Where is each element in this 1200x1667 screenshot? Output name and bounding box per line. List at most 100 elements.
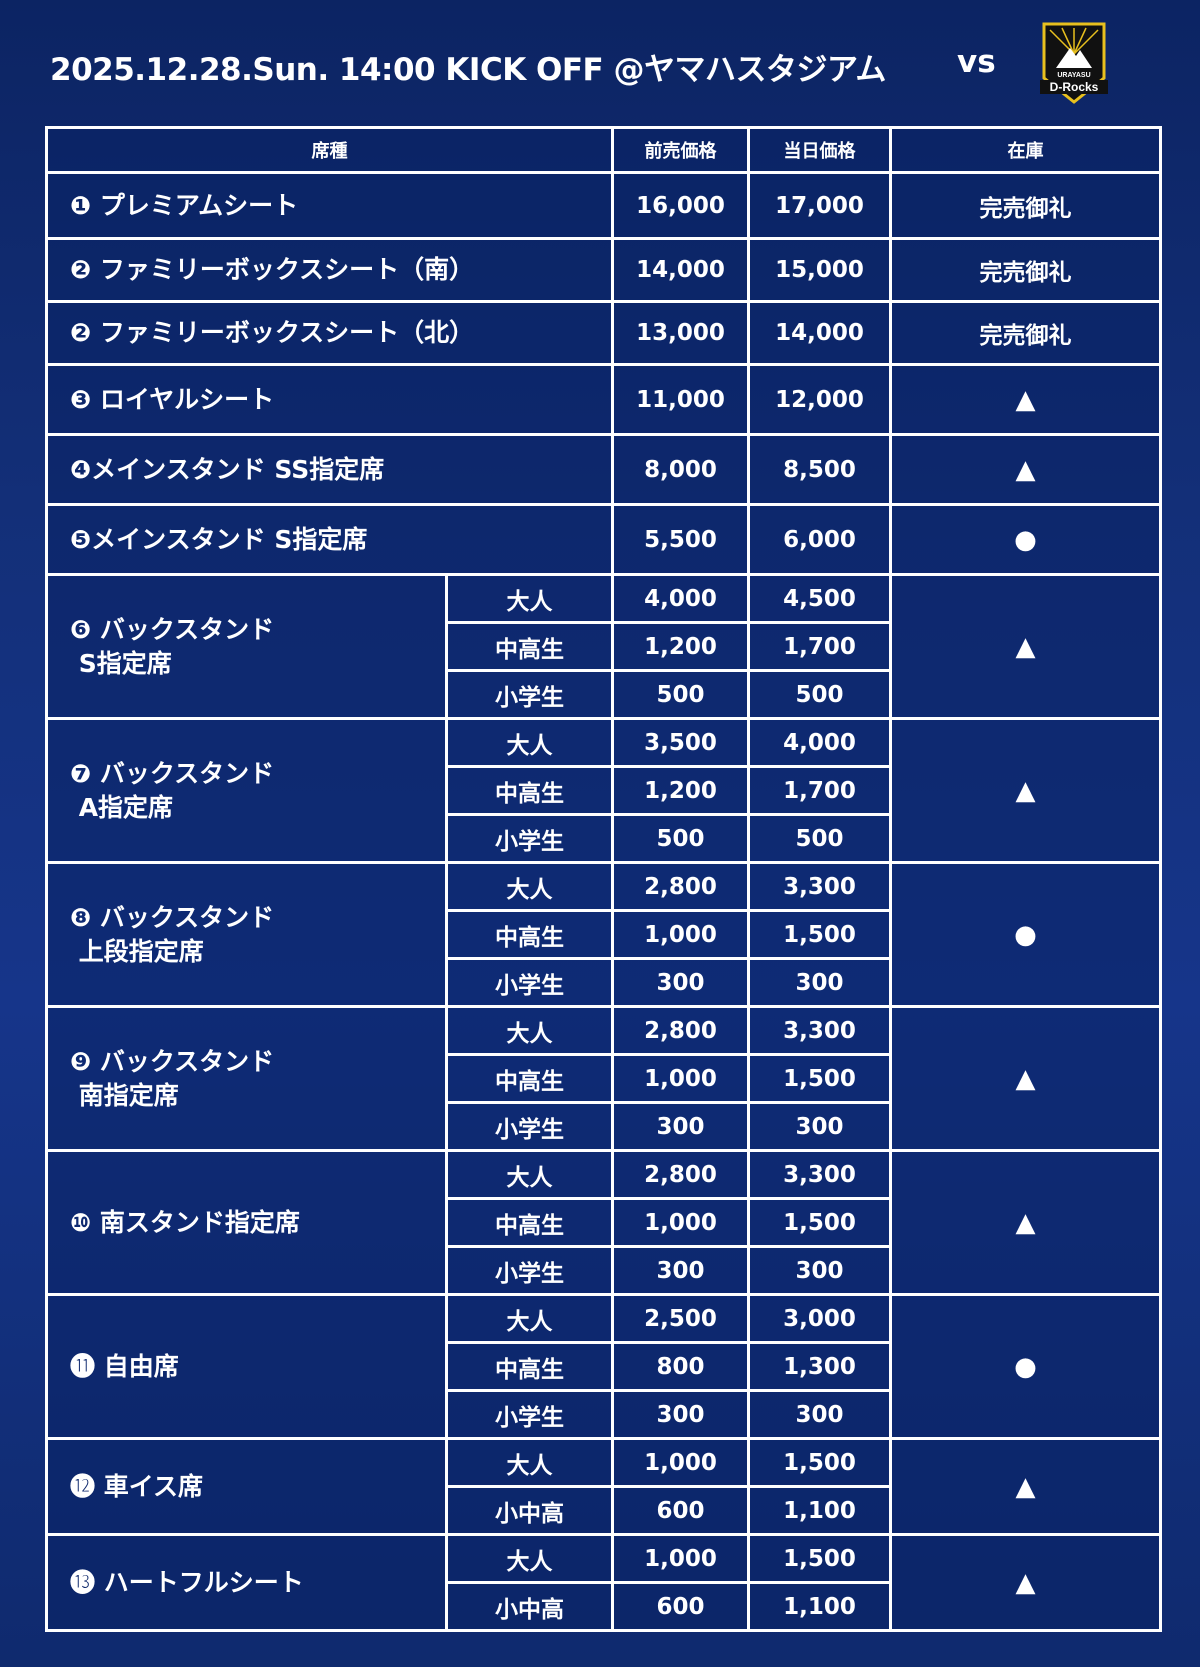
day-price: 1,300 bbox=[747, 1341, 892, 1392]
table-row: ❷ ファミリーボックスシート（北） 13,000 14,000 完売御礼 bbox=[45, 300, 1162, 366]
seat-name: ❼ バックスタンド A指定席 bbox=[45, 717, 448, 864]
advance-price: 4,000 bbox=[611, 573, 750, 624]
tier-label: 中高生 bbox=[445, 1053, 614, 1104]
table-row: ❹メインスタンド SS指定席 8,000 8,500 ▲ bbox=[45, 433, 1162, 506]
advance-price: 2,800 bbox=[611, 1149, 750, 1200]
tier-label: 大人 bbox=[445, 1437, 614, 1488]
tier-label: 小学生 bbox=[445, 1101, 614, 1152]
day-price: 1,700 bbox=[747, 621, 892, 672]
advance-price: 1,200 bbox=[611, 621, 750, 672]
seat-name: ❸ ロイヤルシート bbox=[45, 363, 614, 436]
advance-price: 500 bbox=[611, 669, 750, 720]
day-price: 1,500 bbox=[747, 909, 892, 960]
table-row: 小学生 300 300 bbox=[47, 957, 1161, 1008]
match-title: 2025.12.28.Sun. 14:00 KICK OFF @ヤマハスタジアム bbox=[50, 52, 886, 88]
table-row: 中高生 1,000 1,500 bbox=[47, 909, 1161, 960]
seat-name: ❿ 南スタンド指定席 bbox=[45, 1149, 448, 1296]
advance-price: 1,000 bbox=[611, 1053, 750, 1104]
stock-status: ● bbox=[889, 861, 1162, 1008]
tier-label: 大人 bbox=[445, 861, 614, 912]
day-price: 15,000 bbox=[747, 237, 892, 303]
day-price: 300 bbox=[747, 1389, 892, 1440]
table-row: ⓭ ハートフルシート 大人 1,000 1,500 ▲ bbox=[45, 1533, 1162, 1632]
seat-name: ❶ プレミアムシート bbox=[45, 171, 614, 240]
day-price: 14,000 bbox=[747, 300, 892, 366]
day-price: 1,500 bbox=[747, 1437, 892, 1488]
table-row: 小中高 600 1,100 bbox=[47, 1581, 1161, 1632]
stock-status: ● bbox=[889, 503, 1162, 576]
advance-price: 3,500 bbox=[611, 717, 750, 768]
tier-label: 中高生 bbox=[445, 909, 614, 960]
tier-label: 小学生 bbox=[445, 669, 614, 720]
day-price: 3,000 bbox=[747, 1293, 892, 1344]
tier-label: 中高生 bbox=[445, 765, 614, 816]
day-price: 1,100 bbox=[747, 1485, 892, 1536]
stock-status: ● bbox=[889, 1293, 1162, 1440]
tier-label: 小学生 bbox=[445, 813, 614, 864]
day-price: 3,300 bbox=[747, 861, 892, 912]
advance-price: 2,800 bbox=[611, 861, 750, 912]
table-row: 小学生 300 300 bbox=[47, 1101, 1161, 1152]
day-price: 3,300 bbox=[747, 1149, 892, 1200]
day-price: 300 bbox=[747, 957, 892, 1008]
advance-price: 14,000 bbox=[611, 237, 750, 303]
table-row: ❼ バックスタンド A指定席 大人 3,500 4,000 ▲ bbox=[45, 717, 1162, 864]
table-row: 小学生 500 500 bbox=[47, 669, 1161, 720]
table-row: ⓫ 自由席 大人 2,500 3,000 ● bbox=[45, 1293, 1162, 1440]
day-price: 1,500 bbox=[747, 1533, 892, 1584]
advance-price: 1,000 bbox=[611, 1197, 750, 1248]
tier-label: 大人 bbox=[445, 573, 614, 624]
stock-status: 完売御礼 bbox=[889, 171, 1162, 240]
tier-label: 中高生 bbox=[445, 1197, 614, 1248]
advance-price: 1,200 bbox=[611, 765, 750, 816]
stock-status: ▲ bbox=[889, 573, 1162, 720]
header-advance-price: 前売価格 bbox=[611, 126, 750, 174]
table-row: ⓬ 車イス席 大人 1,000 1,500 ▲ bbox=[45, 1437, 1162, 1536]
seat-name: ⓫ 自由席 bbox=[45, 1293, 448, 1440]
opponent-logo: URAYASU D-Rocks bbox=[1040, 22, 1108, 104]
table-row: 中高生 1,000 1,500 bbox=[47, 1053, 1161, 1104]
advance-price: 500 bbox=[611, 813, 750, 864]
advance-price: 600 bbox=[611, 1581, 750, 1632]
tier-label: 小学生 bbox=[445, 957, 614, 1008]
day-price: 3,300 bbox=[747, 1005, 892, 1056]
day-price: 8,500 bbox=[747, 433, 892, 506]
stock-status: ▲ bbox=[889, 433, 1162, 506]
seat-name: ❷ ファミリーボックスシート（北） bbox=[45, 300, 614, 366]
table-row: ❶ プレミアムシート 16,000 17,000 完売御礼 bbox=[45, 171, 1162, 240]
table-row: ❽ バックスタンド 上段指定席 大人 2,800 3,300 ● bbox=[45, 861, 1162, 1008]
day-price: 6,000 bbox=[747, 503, 892, 576]
advance-price: 300 bbox=[611, 957, 750, 1008]
tier-label: 小学生 bbox=[445, 1389, 614, 1440]
day-price: 1,500 bbox=[747, 1197, 892, 1248]
table-row: ❺メインスタンド S指定席 5,500 6,000 ● bbox=[45, 503, 1162, 576]
stock-status: ▲ bbox=[889, 363, 1162, 436]
ticket-price-table: 席種 前売価格 当日価格 在庫 ❶ プレミアムシート 16,000 17,000 完売… bbox=[45, 126, 1162, 1632]
table-row: 小学生 300 300 bbox=[47, 1389, 1161, 1440]
tier-label: 大人 bbox=[445, 1533, 614, 1584]
stock-status: ▲ bbox=[889, 1437, 1162, 1536]
header-seat-type: 席種 bbox=[45, 126, 614, 174]
seat-name: ❺メインスタンド S指定席 bbox=[45, 503, 614, 576]
tier-label: 小学生 bbox=[445, 1245, 614, 1296]
table-row: 中高生 1,200 1,700 bbox=[47, 765, 1161, 816]
stock-status: ▲ bbox=[889, 717, 1162, 864]
advance-price: 13,000 bbox=[611, 300, 750, 366]
advance-price: 16,000 bbox=[611, 171, 750, 240]
day-price: 4,000 bbox=[747, 717, 892, 768]
day-price: 1,700 bbox=[747, 765, 892, 816]
advance-price: 2,500 bbox=[611, 1293, 750, 1344]
table-row: 小中高 600 1,100 bbox=[47, 1485, 1161, 1536]
table-row: 小学生 300 300 bbox=[47, 1245, 1161, 1296]
table-row: 中高生 800 1,300 bbox=[47, 1341, 1161, 1392]
day-price: 500 bbox=[747, 669, 892, 720]
svg-text:D-Rocks: D-Rocks bbox=[1050, 80, 1099, 94]
stock-status: 完売御礼 bbox=[889, 237, 1162, 303]
tier-label: 大人 bbox=[445, 1149, 614, 1200]
seat-name: ❾ バックスタンド 南指定席 bbox=[45, 1005, 448, 1152]
day-price: 1,100 bbox=[747, 1581, 892, 1632]
seat-name: ❽ バックスタンド 上段指定席 bbox=[45, 861, 448, 1008]
tier-label: 小中高 bbox=[445, 1485, 614, 1536]
advance-price: 2,800 bbox=[611, 1005, 750, 1056]
day-price: 500 bbox=[747, 813, 892, 864]
